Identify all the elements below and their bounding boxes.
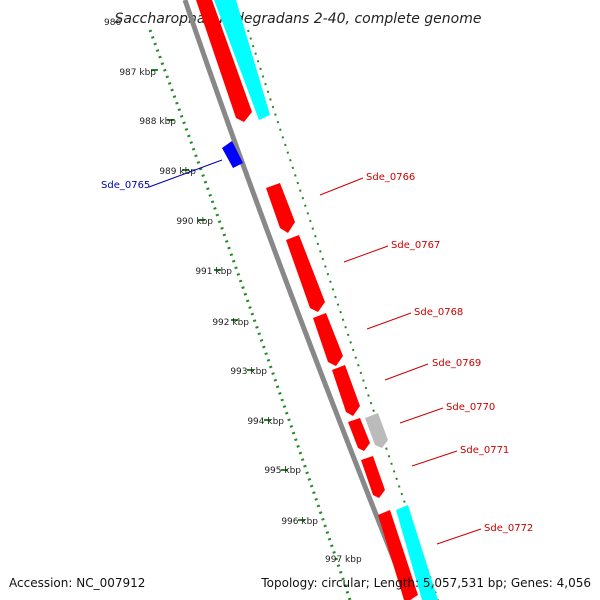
ruler-label: 993 kbp (230, 367, 267, 377)
genome-backbone (182, 0, 413, 600)
gene-label-leader (436, 528, 482, 545)
cds-block-bottom (396, 505, 438, 600)
ruler-major-ticks (151, 69, 305, 521)
gene-label-leader (399, 407, 444, 424)
gene-label-sde-0772: Sde_0772 (484, 523, 533, 534)
gene-sde-0769[interactable]: Sde_0769 (332, 358, 481, 416)
forward-gene-arrow (266, 183, 295, 233)
gene-label-sde-0766: Sde_0766 (366, 172, 415, 183)
gene-sde-0770[interactable]: Sde_0770 (348, 402, 495, 451)
gene-label-leader (343, 245, 389, 263)
gene-label-leader (148, 159, 223, 188)
ruler-label: 987 kbp (119, 68, 156, 78)
other-gene-arrow (365, 413, 388, 448)
gene-label-leader (384, 363, 429, 381)
gene-sde-0772[interactable]: Sde_0772 (436, 523, 533, 545)
cds-block-top (214, 0, 270, 120)
reverse-gene-arrow (222, 141, 243, 168)
ruler-label: 991 kbp (195, 267, 232, 277)
map-title: Saccharophagus degradans 2-40, complete … (115, 11, 482, 27)
ruler-label-top-partial: 986 (104, 18, 121, 28)
gene-sde-0765[interactable]: Sde_0765 (101, 141, 243, 191)
ruler-label: 990 kbp (176, 217, 213, 227)
gene-label-sde-0765: Sde_0765 (101, 180, 150, 191)
gene-label-leader (411, 450, 458, 467)
forward-gene-partial-top (196, 0, 252, 122)
ruler-label-bottom-partial: 997 kbp (325, 555, 362, 565)
genome-summary-text: Topology: circular; Length: 5,057,531 bp… (260, 576, 591, 590)
forward-gene-partial-bottom (378, 510, 418, 600)
gene-label-leader (366, 312, 412, 330)
ruler-label: 988 kbp (139, 117, 176, 127)
kbp-ruler: 986 987 kbp 988 kbp 989 kbp 990 kbp 991 … (104, 18, 362, 600)
gene-label-sde-0771: Sde_0771 (460, 445, 509, 456)
accession-text: Accession: NC_007912 (9, 576, 145, 590)
gene-label-sde-0768: Sde_0768 (414, 307, 463, 318)
gene-label-sde-0767: Sde_0767 (391, 240, 440, 251)
forward-gene-arrow (332, 365, 360, 416)
forward-gene-arrow (286, 235, 325, 312)
gene-sde-0767[interactable]: Sde_0767 (286, 235, 440, 312)
ruler-label: 995 kbp (264, 466, 301, 476)
ruler-dotted-arc (148, 29, 352, 600)
gene-label-sde-0769: Sde_0769 (432, 358, 481, 369)
ruler-label: 992 kbp (212, 318, 249, 328)
ruler-label: 989 kbp (159, 167, 196, 177)
gene-label-leader (319, 177, 364, 196)
gene-sde-0771[interactable]: Sde_0771 (361, 445, 509, 498)
gene-label-sde-0770: Sde_0770 (446, 402, 495, 413)
ruler-label: 996 kbp (281, 517, 318, 527)
forward-gene-arrow (313, 313, 343, 366)
gene-sde-0766[interactable]: Sde_0766 (266, 172, 415, 233)
gene-sde-0768[interactable]: Sde_0768 (313, 307, 463, 366)
forward-gene-arrow (348, 418, 370, 451)
forward-gene-arrow (361, 456, 385, 498)
ruler-label: 994 kbp (247, 417, 284, 427)
